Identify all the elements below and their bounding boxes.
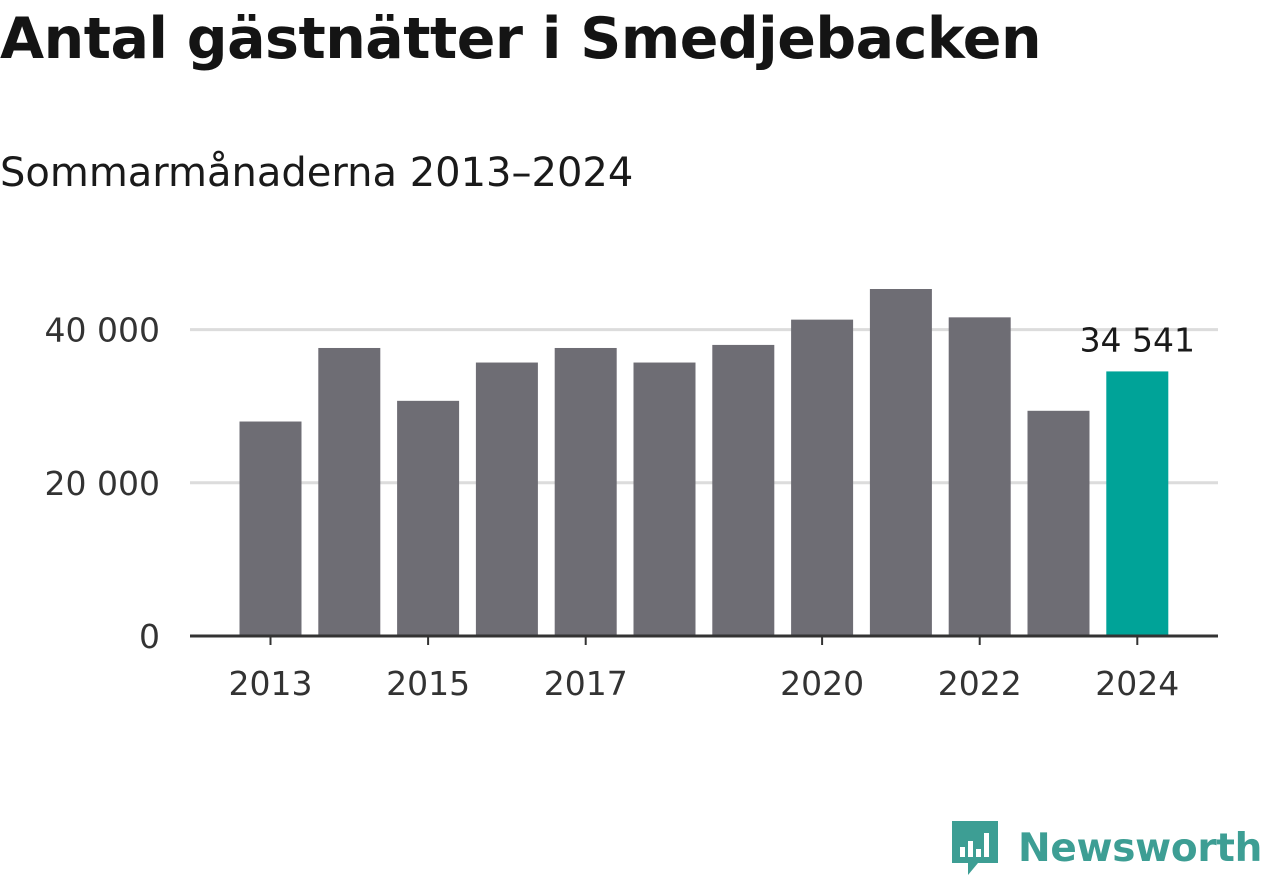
bar [948,317,1011,636]
newsworthy-brand: Newsworthy [950,818,1262,878]
bar [791,319,854,636]
bar [633,362,696,636]
bar [475,362,538,636]
labels: 0 20 000 40 000 2013 2015 2017 2020 2022 2024 34 … [45,311,1196,703]
bar [712,344,775,636]
chart-subtitle: Sommarmånaderna 2013–2024 [0,150,634,196]
x-tick-label: 2024 [1095,664,1179,703]
x-tick-label: 2015 [386,664,470,703]
bar [554,347,617,636]
x-tick-label: 2017 [544,664,628,703]
axes [190,634,1218,645]
x-tick-label: 2013 [229,664,313,703]
bars [239,289,1169,636]
y-tick-label: 0 [139,617,160,656]
chart-title: Antal gästnätter i Smedjebacken [0,6,1042,72]
bar [318,347,381,636]
newsworthy-logo-icon [952,821,998,875]
bar [869,289,932,636]
bar-highlight [1106,371,1169,636]
y-tick-label: 20 000 [45,464,160,503]
data-label-highlight: 34 541 [1080,320,1195,359]
bar [239,421,302,636]
x-tick-label: 2020 [780,664,864,703]
brand-name: Newsworthy [1018,825,1262,871]
bar [1027,410,1090,636]
y-tick-label: 40 000 [45,311,160,350]
x-tick-label: 2022 [938,664,1022,703]
bar [397,400,460,636]
